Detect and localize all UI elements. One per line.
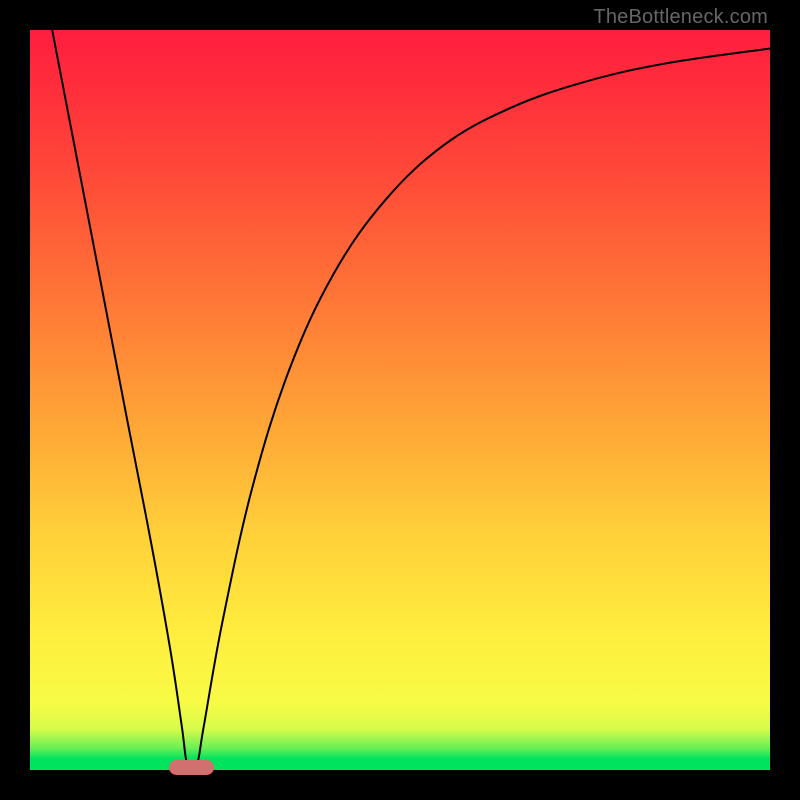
bottleneck-curve (52, 30, 770, 770)
curve-layer (30, 30, 770, 770)
optimum-marker (169, 760, 213, 775)
plot-area (30, 30, 770, 770)
watermark-text: TheBottleneck.com (593, 6, 768, 29)
